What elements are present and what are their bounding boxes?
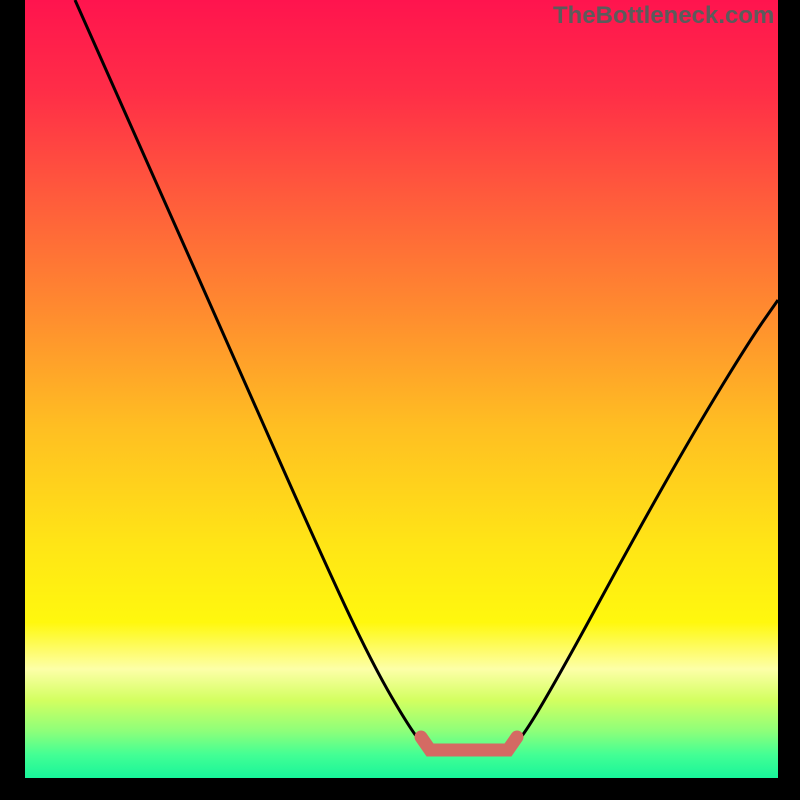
v-curve [75,0,778,750]
chart-root: TheBottleneck.com [0,0,800,800]
border-left [0,0,25,800]
watermark-text: TheBottleneck.com [553,2,774,30]
flat-segment-highlight [421,737,517,750]
plot-area [25,0,778,778]
curve-layer [25,0,778,778]
border-right [778,0,800,800]
border-bottom [0,778,800,800]
